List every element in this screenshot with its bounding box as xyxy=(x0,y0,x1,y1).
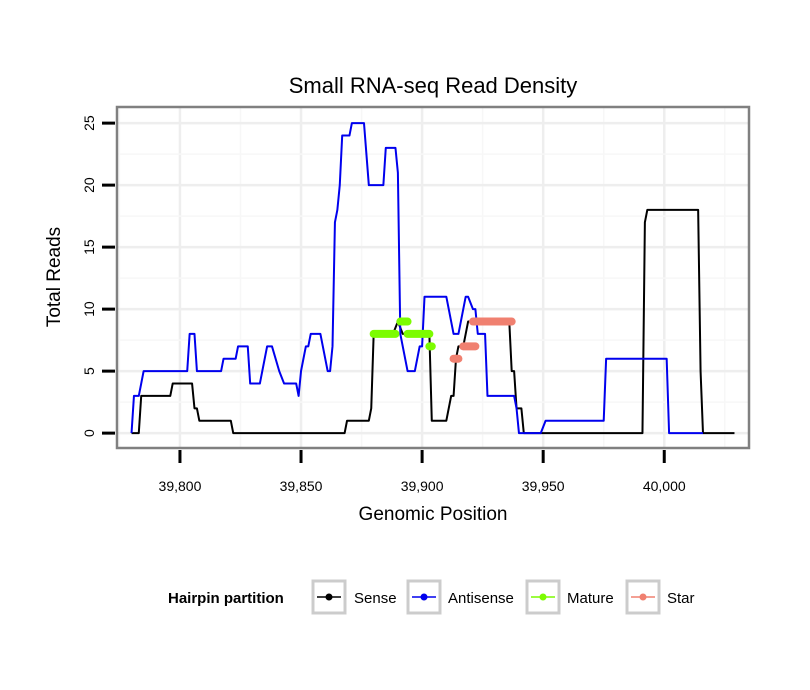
x-tick-label: 39,850 xyxy=(280,478,323,494)
legend-item-sense: Sense xyxy=(311,579,397,615)
chart-title: Small RNA-seq Read Density xyxy=(289,73,578,98)
legend-label-star: Star xyxy=(667,590,695,607)
x-axis-label: Genomic Position xyxy=(359,504,508,525)
legend-label-antisense: Antisense xyxy=(448,590,514,607)
legend: Hairpin partition Sense Antisense Mature… xyxy=(168,579,695,615)
series-layer xyxy=(130,122,735,435)
y-tick-label: 0 xyxy=(81,429,97,437)
legend-dot-sense xyxy=(325,593,333,601)
axis-layer: 39,800 39,850 39,900 39,950 40,000 0 5 10 15 20 25 xyxy=(81,115,686,494)
legend-label-mature: Mature xyxy=(567,590,614,607)
x-tick-label: 39,800 xyxy=(159,478,202,494)
y-tick-label: 10 xyxy=(81,301,97,317)
y-tick-label: 25 xyxy=(81,115,97,131)
legend-dot-antisense xyxy=(420,593,428,601)
series-line-antisense xyxy=(130,122,703,435)
y-tick-label: 5 xyxy=(81,367,97,375)
plot-border xyxy=(115,105,751,450)
x-tick-label: 40,000 xyxy=(643,478,686,494)
legend-title: Hairpin partition xyxy=(168,590,284,607)
legend-dot-star xyxy=(639,593,647,601)
legend-item-mature: Mature xyxy=(525,579,614,615)
legend-label-sense: Sense xyxy=(354,590,397,607)
legend-dot-mature xyxy=(539,593,547,601)
y-tick-label: 20 xyxy=(81,177,97,193)
x-tick-label: 39,950 xyxy=(522,478,565,494)
y-axis-label: Total Reads xyxy=(44,227,65,327)
legend-item-star: Star xyxy=(625,579,695,615)
y-tick-label: 15 xyxy=(81,239,97,255)
series-line-sense xyxy=(131,208,735,435)
x-tick-label: 39,900 xyxy=(401,478,444,494)
legend-item-antisense: Antisense xyxy=(406,579,514,615)
grid-layer xyxy=(117,107,749,448)
